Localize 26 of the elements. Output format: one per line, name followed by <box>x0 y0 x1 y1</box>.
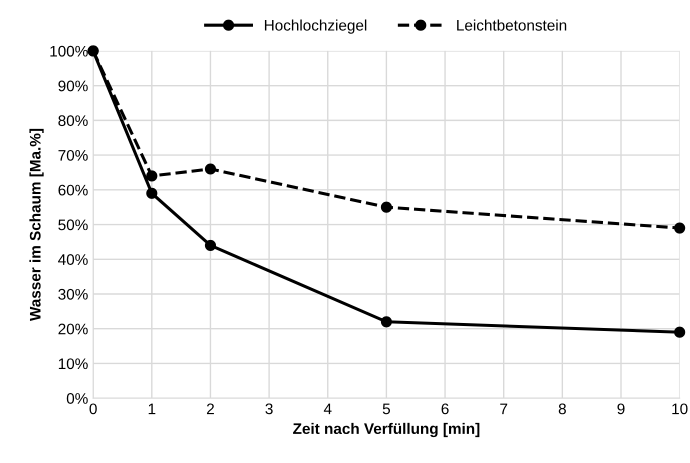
x-tick-label: 4 <box>324 404 332 414</box>
y-tick-label: 80% <box>58 115 88 126</box>
y-tick-label: 10% <box>58 358 88 370</box>
x-tick-label: 1 <box>148 404 156 414</box>
y-tick-label: 50% <box>58 219 88 230</box>
x-tick-label: 2 <box>206 403 214 414</box>
x-tick-label: 3 <box>265 403 273 414</box>
y-tick-label: 90% <box>58 80 88 92</box>
x-tick-label: 7 <box>500 404 508 414</box>
x-tick-label: 9 <box>617 403 625 414</box>
y-tick-label: 30% <box>58 288 88 300</box>
y-tick-label: 0% <box>66 393 88 404</box>
x-tick-label: 8 <box>558 403 566 414</box>
y-tick-label: 70% <box>58 150 88 161</box>
legend-label: Hochlochziegel <box>264 19 366 34</box>
y-tick-label: 100% <box>50 46 88 57</box>
x-tick-label: 5 <box>382 404 390 414</box>
x-tick-label: 0 <box>90 403 97 414</box>
x-tick-label: 6 <box>442 403 449 414</box>
y-tick-label: 40% <box>58 254 88 265</box>
y-tick-label: 60% <box>58 184 88 196</box>
y-tick-label: 20% <box>58 324 88 334</box>
y-axis-title: Wasser im Schaum [Ma.%] <box>29 128 44 322</box>
legend-label: Leichtbetonstein <box>457 19 566 31</box>
x-axis-title: Zeit nach Verfüllung [min] <box>293 422 480 438</box>
x-tick-label: 10 <box>672 403 688 414</box>
